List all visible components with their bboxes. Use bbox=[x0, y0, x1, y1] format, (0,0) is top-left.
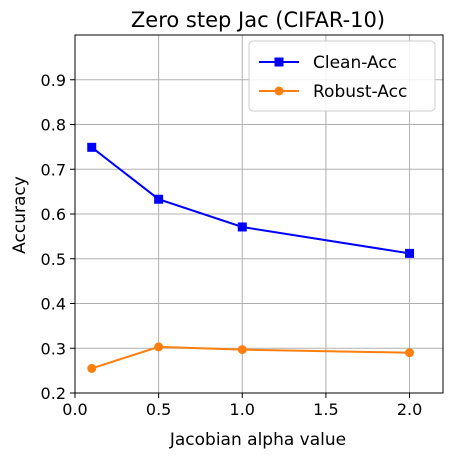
data-point bbox=[405, 248, 415, 258]
x-tick-label: 2.0 bbox=[397, 400, 422, 419]
series-line bbox=[91, 345, 410, 370]
legend-box bbox=[248, 40, 436, 112]
legend-label: Clean-Acc bbox=[313, 53, 397, 73]
x-axis-label: Jacobian alpha value bbox=[169, 430, 346, 450]
series-line bbox=[91, 146, 410, 255]
legend: Clean-Acc Robust-Acc bbox=[248, 40, 436, 112]
x-axis-ticks: 0.0 0.5 1.0 1.5 2.0 bbox=[62, 393, 422, 419]
chart-title: Zero step Jac (CIFAR-10) bbox=[131, 8, 385, 32]
y-tick-label: 0.6 bbox=[41, 205, 66, 224]
series-clean-acc bbox=[87, 142, 415, 258]
y-axis-ticks: 0.2 0.3 0.4 0.5 0.6 0.7 0.8 0.9 bbox=[41, 71, 75, 403]
data-point bbox=[237, 345, 247, 355]
data-point bbox=[87, 142, 97, 152]
x-tick-label: 1.0 bbox=[230, 400, 255, 419]
data-point bbox=[237, 222, 247, 232]
series-robust-acc bbox=[87, 342, 415, 373]
data-point bbox=[405, 348, 415, 358]
y-tick-label: 0.4 bbox=[41, 295, 66, 314]
legend-item: Robust-Acc bbox=[259, 82, 407, 102]
data-point bbox=[154, 342, 164, 352]
y-tick-label: 0.7 bbox=[41, 160, 66, 179]
y-tick-label: 0.2 bbox=[41, 384, 66, 403]
legend-marker bbox=[274, 57, 284, 67]
series-layer bbox=[87, 142, 415, 373]
legend-label: Robust-Acc bbox=[313, 82, 407, 102]
data-point bbox=[154, 194, 164, 204]
x-tick-label: 0.0 bbox=[62, 400, 87, 419]
x-tick-label: 0.5 bbox=[146, 400, 171, 419]
y-tick-label: 0.3 bbox=[41, 339, 66, 358]
data-point bbox=[87, 363, 97, 373]
y-axis-label: Accuracy bbox=[10, 176, 30, 254]
y-tick-label: 0.9 bbox=[41, 71, 66, 90]
x-tick-label: 1.5 bbox=[313, 400, 338, 419]
legend-marker bbox=[274, 86, 284, 96]
y-tick-label: 0.8 bbox=[41, 116, 66, 135]
y-tick-label: 0.5 bbox=[41, 250, 66, 269]
legend-item: Clean-Acc bbox=[259, 53, 397, 73]
